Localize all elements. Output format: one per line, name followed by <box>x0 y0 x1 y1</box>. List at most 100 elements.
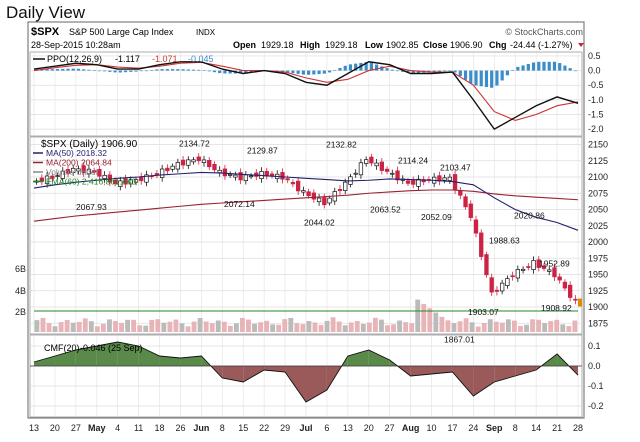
candle-body <box>102 174 107 179</box>
volume-bar <box>300 324 306 332</box>
ppo-histogram-bar <box>354 63 358 71</box>
price-tick-label: 1925 <box>588 286 608 296</box>
candle-body <box>369 156 374 164</box>
candle-body <box>447 176 452 181</box>
volume-bar <box>125 319 131 332</box>
volume-bar <box>505 319 511 332</box>
candle-body <box>97 169 102 177</box>
price-panel <box>29 136 583 335</box>
ppo-histogram-bar <box>568 68 572 71</box>
cmf-area <box>222 366 244 382</box>
candle-body <box>76 168 81 172</box>
cmf-panel <box>29 334 583 418</box>
ppo-histogram-bar <box>573 70 577 72</box>
volume-bar <box>397 320 403 332</box>
ppo-histogram-bar <box>82 69 86 71</box>
volume-bar <box>155 319 161 332</box>
candle-body <box>81 165 86 174</box>
ppo-histogram-bar <box>526 63 530 71</box>
ppo-histogram-bar <box>139 70 143 72</box>
cmf-area <box>159 356 181 366</box>
candle-body <box>212 163 217 171</box>
ppo-histogram-bar <box>312 70 316 75</box>
legend-entry: EMA(60) 2,416,861,440 <box>46 177 137 187</box>
volume-bar <box>282 319 288 332</box>
volume-bar <box>294 323 300 332</box>
volume-bar <box>421 303 427 332</box>
ppo-tick-label: -2.0 <box>588 124 604 134</box>
ppo-histogram-bar <box>134 70 138 72</box>
candle-body <box>92 170 97 173</box>
x-tick-label: 22 <box>259 423 269 433</box>
volume-bar <box>354 320 360 332</box>
candle-body <box>520 268 526 271</box>
volume-bar <box>107 319 112 332</box>
ppo-label: PPO(12,26,9) <box>47 54 102 64</box>
volume-bar <box>233 323 239 332</box>
volume-bar <box>215 320 221 332</box>
candle-body <box>306 191 311 197</box>
candle-body <box>557 276 562 281</box>
x-tick-label: 18 <box>155 423 165 433</box>
candle-body <box>180 159 186 166</box>
price-annotation: 2132.82 <box>326 140 357 150</box>
candle-body <box>296 180 301 192</box>
ppo-histogram-bar <box>202 70 206 72</box>
candle-body <box>541 265 547 269</box>
volume-bar <box>342 325 348 332</box>
volume-bar <box>227 325 233 332</box>
candle-body <box>228 174 233 176</box>
volume-bar <box>191 321 197 332</box>
candle-body <box>175 162 180 170</box>
ppo-tick-label: 0.0 <box>588 66 601 76</box>
cmf-area <box>96 342 118 366</box>
candle-body <box>463 196 468 208</box>
volume-bar <box>167 321 173 332</box>
volume-bar <box>385 325 390 332</box>
volume-bar <box>572 320 578 332</box>
x-tick-label: 13 <box>343 423 353 433</box>
volume-bar <box>64 319 70 332</box>
volume-bar <box>119 322 124 332</box>
ppo-histogram-bar <box>463 70 468 80</box>
candle-body <box>489 277 494 293</box>
ppo-histogram-bar <box>244 70 248 74</box>
price-tick-label: 1875 <box>588 318 608 328</box>
symbol-name: S&P 500 Large Cap Index <box>69 27 174 37</box>
volume-tick-label: 2B <box>15 307 26 317</box>
volume-bar <box>113 321 118 332</box>
ppo-value-3: -0.045 <box>188 54 214 64</box>
ppo-histogram-bar <box>92 70 96 71</box>
candle-body <box>290 182 296 185</box>
volume-bar <box>209 323 215 332</box>
ppo-histogram-bar <box>369 62 373 71</box>
ppo-histogram-bar <box>108 70 112 72</box>
candle-body <box>515 269 520 279</box>
ppo-histogram-bar <box>416 70 421 73</box>
ppo-histogram-bar <box>239 70 243 74</box>
cmf-area <box>117 342 139 366</box>
candle-body <box>311 192 316 200</box>
ppo-histogram-bar <box>176 69 180 71</box>
ppo-histogram-bar <box>479 70 483 87</box>
ppo-histogram-bar <box>76 68 81 71</box>
ppo-histogram-bar <box>97 70 101 72</box>
volume-bar <box>542 323 548 332</box>
volume-bar <box>427 308 433 332</box>
ppo-signal-line <box>33 61 579 121</box>
candle-body <box>71 167 76 173</box>
candle-body <box>479 232 484 257</box>
ppo-histogram-bar <box>380 66 384 71</box>
legend-entry: MA(200) 2064.84 <box>46 158 112 168</box>
cmf-area <box>347 350 369 366</box>
ppo-histogram-bar <box>385 68 389 71</box>
price-tick-label: 2025 <box>588 221 608 231</box>
candle-body <box>568 284 573 298</box>
ppo-value-2: -1.071 <box>152 54 178 64</box>
candle-body <box>133 179 139 183</box>
price-tick-label: 1975 <box>588 253 608 263</box>
volume-bar <box>58 322 64 332</box>
volume-bar <box>524 324 529 332</box>
x-tick-label: 4 <box>115 423 120 433</box>
chg-value: -24.44 (-1.27%) <box>510 40 573 50</box>
